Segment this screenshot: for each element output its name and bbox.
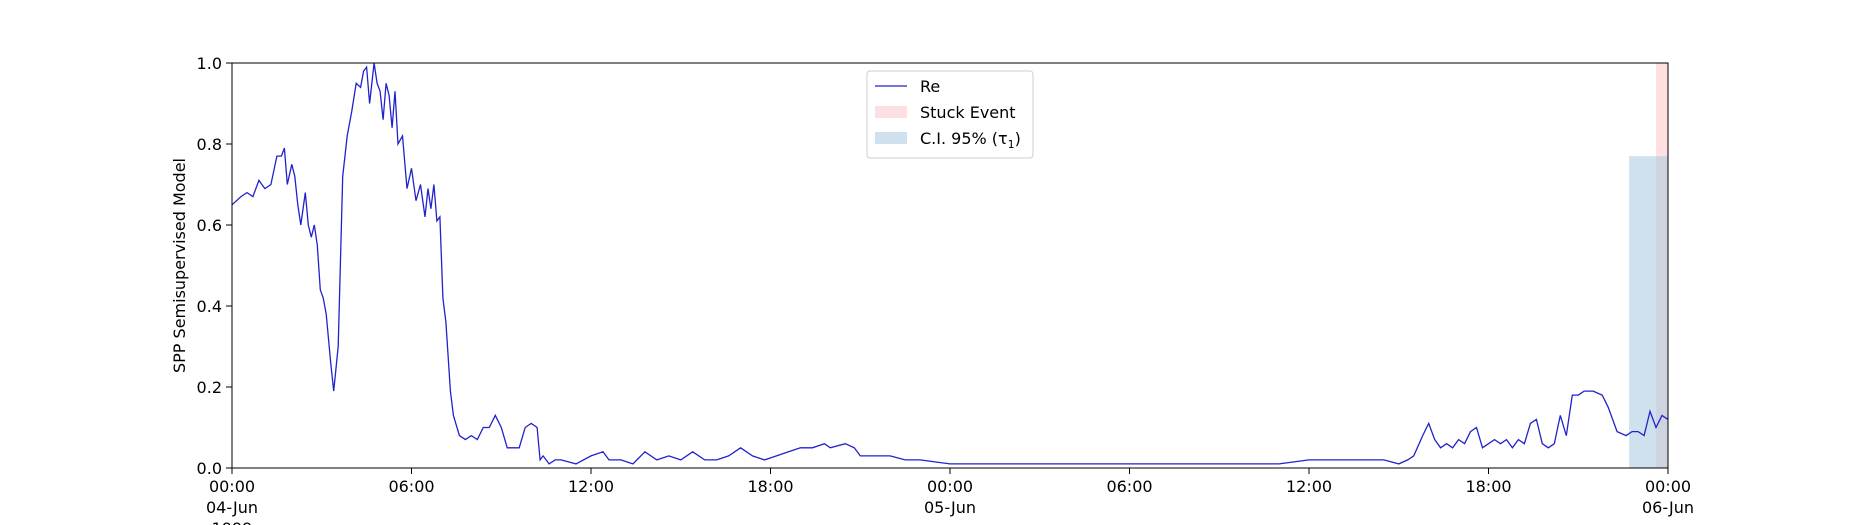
region-1 [1629, 156, 1668, 468]
shaded-regions [1629, 63, 1668, 468]
y-axis-label: SPP Semisupervised Model [170, 158, 189, 373]
x-tick-label-4: 00:00 [927, 477, 973, 496]
x-tick-date-4: 05-Jun [924, 498, 976, 517]
x-tick-label-3: 18:00 [747, 477, 793, 496]
y-tick-label-5: 1.0 [197, 54, 222, 73]
legend-label-re: Re [920, 77, 940, 96]
y-axis: 0.0 0.2 0.4 0.6 0.8 1.0 [197, 54, 232, 478]
x-tick-date-8: 06-Jun [1642, 498, 1694, 517]
x-tick-date-0: 04-Jun [206, 498, 258, 517]
legend-label-region-1: C.I. 95% (τ1) [920, 129, 1021, 151]
legend-label-region-0: Stuck Event [920, 103, 1016, 122]
legend: Re Stuck Event C.I. 95% (τ1) [866, 70, 1034, 159]
x-tick-year-0: 1999 [212, 519, 253, 525]
y-tick-label-4: 0.8 [197, 135, 222, 154]
x-tick-label-5: 06:00 [1106, 477, 1152, 496]
y-tick-label-0: 0.0 [197, 459, 222, 478]
x-tick-label-2: 12:00 [568, 477, 614, 496]
x-tick-label-8: 00:00 [1645, 477, 1691, 496]
y-tick-label-3: 0.6 [197, 216, 222, 235]
x-tick-label-6: 12:00 [1286, 477, 1332, 496]
legend-swatch-region-1 [875, 132, 907, 144]
x-tick-label-7: 18:00 [1465, 477, 1511, 496]
x-tick-label-1: 06:00 [388, 477, 434, 496]
y-tick-label-2: 0.4 [197, 297, 222, 316]
x-axis: 00:00 04-Jun 1999 06:00 12:00 18:00 00:00 05-Ju… [206, 468, 1694, 525]
y-tick-label-1: 0.2 [197, 378, 222, 397]
series-line-0 [231, 62, 1669, 465]
legend-swatch-region-0 [875, 106, 907, 118]
x-tick-label-0: 00:00 [209, 477, 255, 496]
series-lines [231, 62, 1669, 465]
legend-box [866, 70, 1034, 159]
